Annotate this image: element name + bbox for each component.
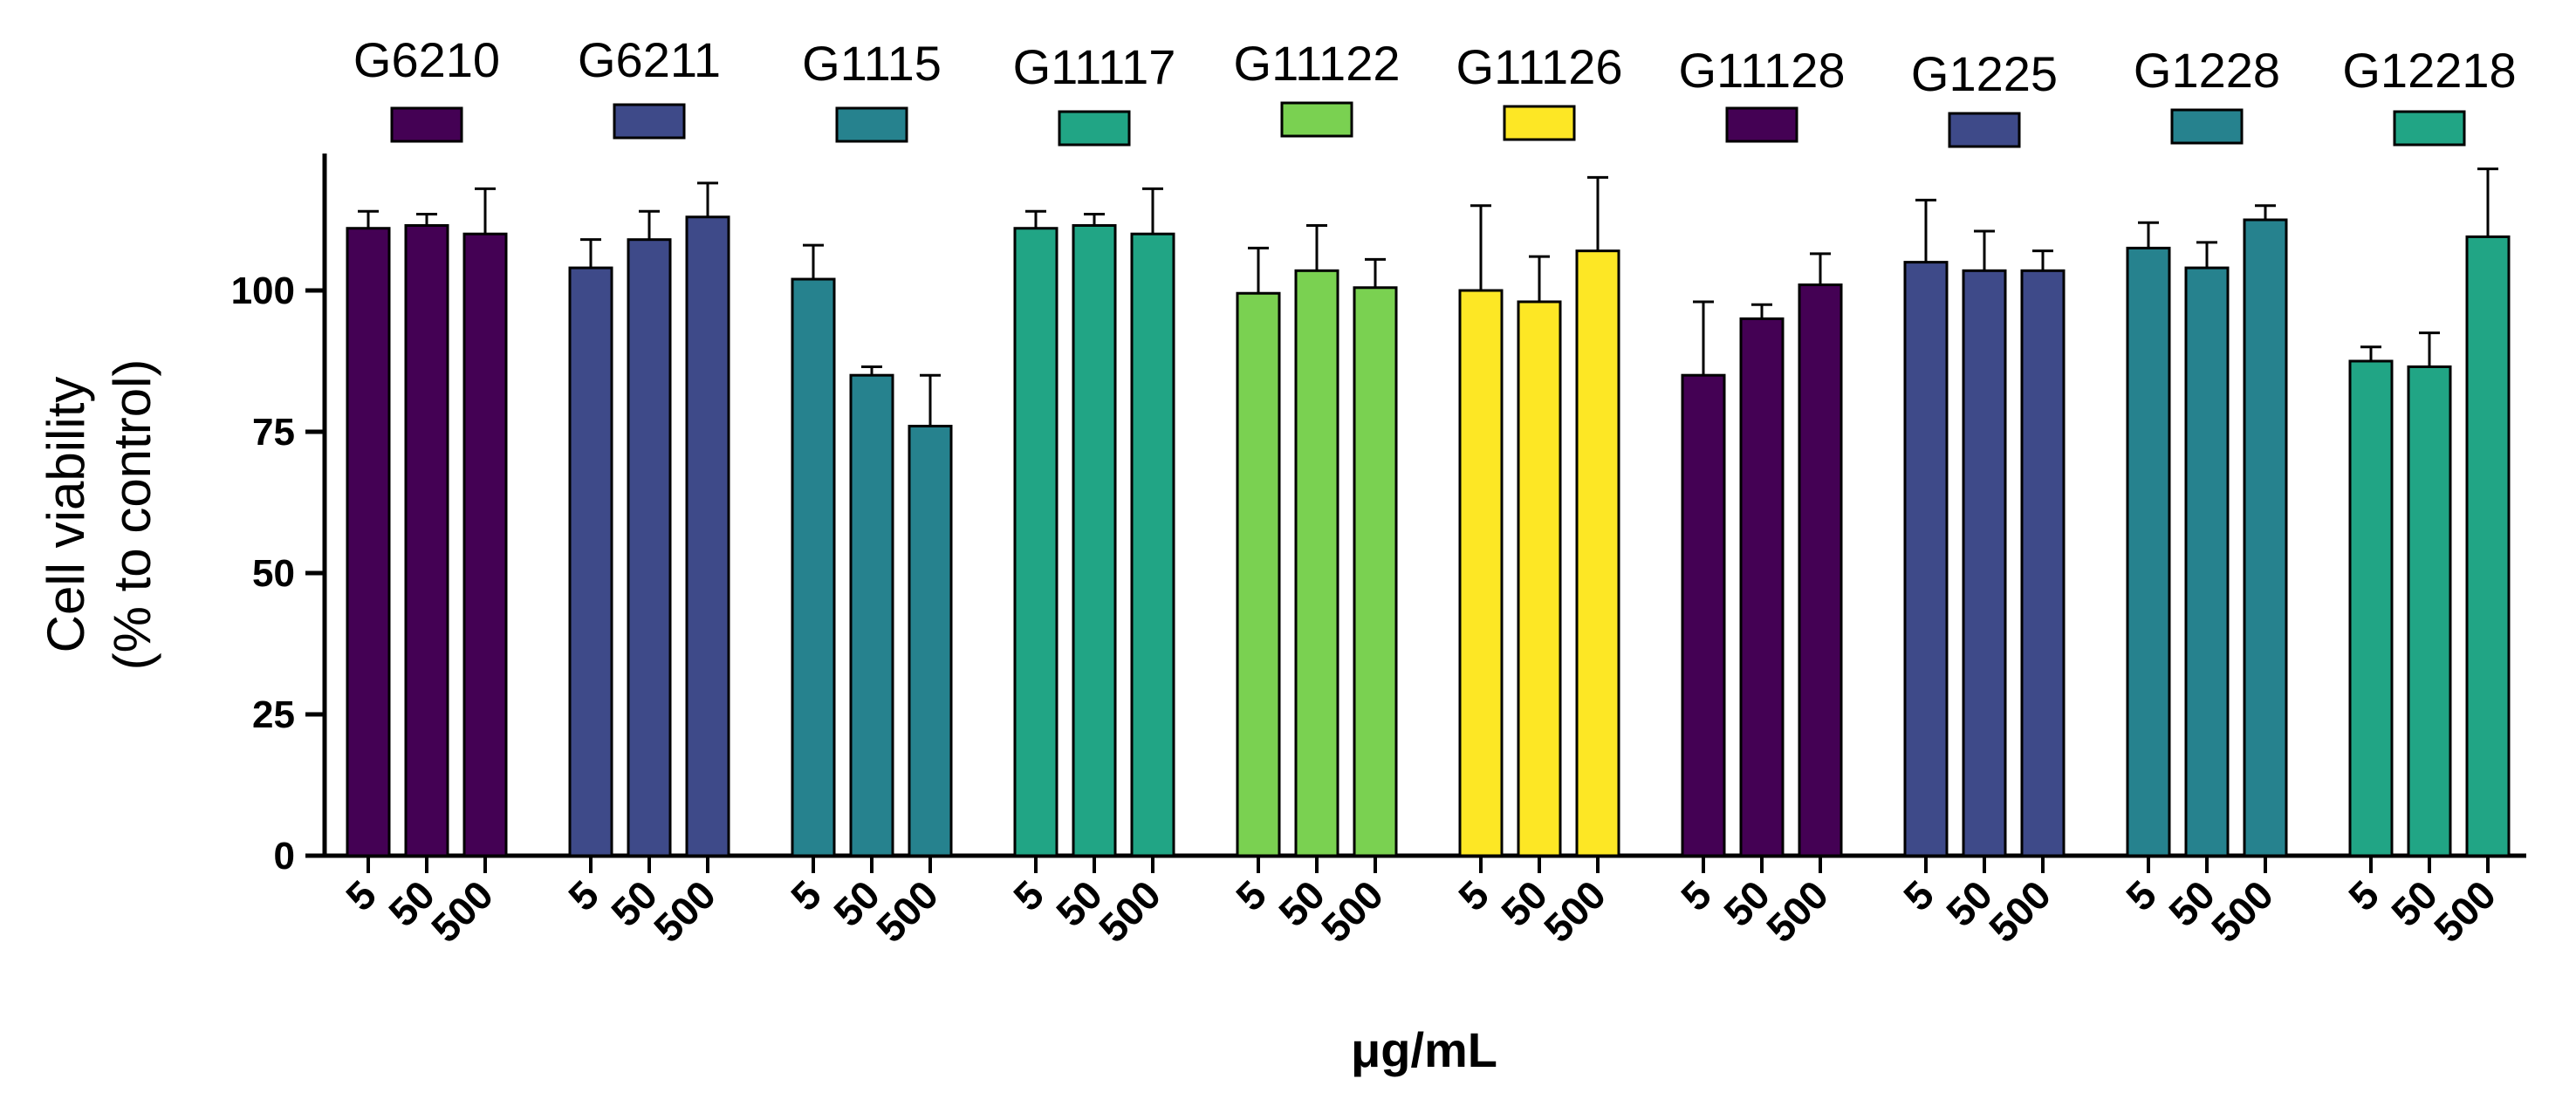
x-tick-label: 5 bbox=[1672, 871, 1720, 919]
x-tick-label: 5 bbox=[1227, 871, 1275, 919]
x-tick-label: 5 bbox=[337, 871, 385, 919]
bar bbox=[1353, 286, 1398, 857]
legend-label: G11128 bbox=[1679, 43, 1846, 98]
y-tick-label: 0 bbox=[274, 835, 295, 877]
bars bbox=[346, 215, 2511, 857]
bar bbox=[1962, 269, 2007, 857]
bar bbox=[346, 227, 391, 857]
bar bbox=[849, 373, 894, 857]
y-axis-title-line1: Cell viability bbox=[37, 377, 95, 653]
legend-label: G12218 bbox=[2342, 43, 2516, 98]
x-tick-label: 500 bbox=[1980, 871, 2059, 951]
bar bbox=[1575, 249, 1620, 857]
bar bbox=[404, 223, 449, 857]
error-bars bbox=[358, 167, 2498, 427]
bar bbox=[685, 215, 730, 857]
bar bbox=[1798, 283, 1843, 857]
bar bbox=[627, 238, 672, 857]
bar bbox=[2465, 235, 2511, 857]
legend-label: G6210 bbox=[353, 32, 500, 87]
y-tick-label: 50 bbox=[252, 552, 295, 595]
legend-label: G1228 bbox=[2134, 43, 2280, 98]
y-tick-label: 25 bbox=[252, 693, 295, 736]
x-tick-label: 500 bbox=[1757, 871, 1837, 951]
x-tick-label: 5 bbox=[1449, 871, 1497, 919]
x-tick-label: 500 bbox=[867, 871, 947, 951]
legend-swatch bbox=[2170, 108, 2244, 145]
bar bbox=[2020, 269, 2066, 857]
bar bbox=[791, 277, 836, 857]
legend-label: G11126 bbox=[1456, 39, 1623, 94]
y-ticks: 0 25 50 75 100 bbox=[231, 270, 325, 877]
bar bbox=[1072, 223, 1117, 857]
legend-swatch bbox=[613, 103, 686, 140]
legend-label: G11122 bbox=[1234, 36, 1401, 91]
bar bbox=[908, 425, 953, 857]
bar bbox=[2243, 218, 2288, 857]
bar bbox=[2126, 246, 2171, 857]
legend-swatch bbox=[2393, 110, 2466, 147]
bar bbox=[2184, 266, 2230, 857]
bar bbox=[1681, 373, 1726, 857]
bar bbox=[1739, 317, 1785, 857]
legend-swatch bbox=[835, 106, 908, 143]
legend-label: G6211 bbox=[578, 32, 721, 87]
bar bbox=[1903, 261, 1949, 857]
x-tick-label: 500 bbox=[1312, 871, 1392, 951]
bar bbox=[1294, 269, 1339, 857]
legend: G6210 G6211 G1115 G11117 G11122 G11126 G11128 G… bbox=[353, 32, 2517, 148]
legend-label: G1115 bbox=[802, 36, 942, 91]
legend-swatch bbox=[1280, 101, 1353, 138]
legend-swatch bbox=[1058, 110, 1131, 147]
legend-swatch bbox=[390, 106, 463, 143]
legend-label: G11117 bbox=[1013, 39, 1176, 94]
x-tick-label: 5 bbox=[1894, 871, 1942, 919]
x-tick-label: 5 bbox=[2117, 871, 2165, 919]
legend-label: G1225 bbox=[1911, 46, 2058, 101]
x-tick-label: 500 bbox=[2203, 871, 2282, 951]
x-tick-label: 5 bbox=[2340, 871, 2388, 919]
bar bbox=[568, 266, 613, 857]
bar bbox=[2348, 359, 2394, 857]
bar bbox=[2407, 365, 2452, 857]
x-tick-label: 5 bbox=[782, 871, 830, 919]
bar bbox=[1517, 300, 1562, 857]
bar bbox=[1458, 289, 1504, 857]
x-tick-label: 5 bbox=[1004, 871, 1052, 919]
x-axis-title: μg/mL bbox=[1351, 1022, 1497, 1077]
legend-swatch bbox=[1948, 112, 2021, 148]
y-tick-label: 75 bbox=[252, 411, 295, 454]
x-tick-label: 500 bbox=[422, 871, 502, 951]
x-tick-label: 500 bbox=[645, 871, 724, 951]
bar bbox=[1236, 291, 1281, 857]
y-axis-title-line2: (% to control) bbox=[103, 359, 161, 671]
x-tick-label: 500 bbox=[2425, 871, 2504, 951]
legend-swatch bbox=[1725, 106, 1798, 143]
bar bbox=[1130, 232, 1175, 857]
x-tick-label: 5 bbox=[559, 871, 607, 919]
legend-swatch bbox=[1503, 105, 1576, 141]
x-tick-label: 500 bbox=[1090, 871, 1169, 951]
bar bbox=[462, 232, 508, 857]
y-tick-label: 100 bbox=[231, 270, 295, 312]
x-tick-label: 500 bbox=[1535, 871, 1614, 951]
bar bbox=[1013, 227, 1058, 857]
